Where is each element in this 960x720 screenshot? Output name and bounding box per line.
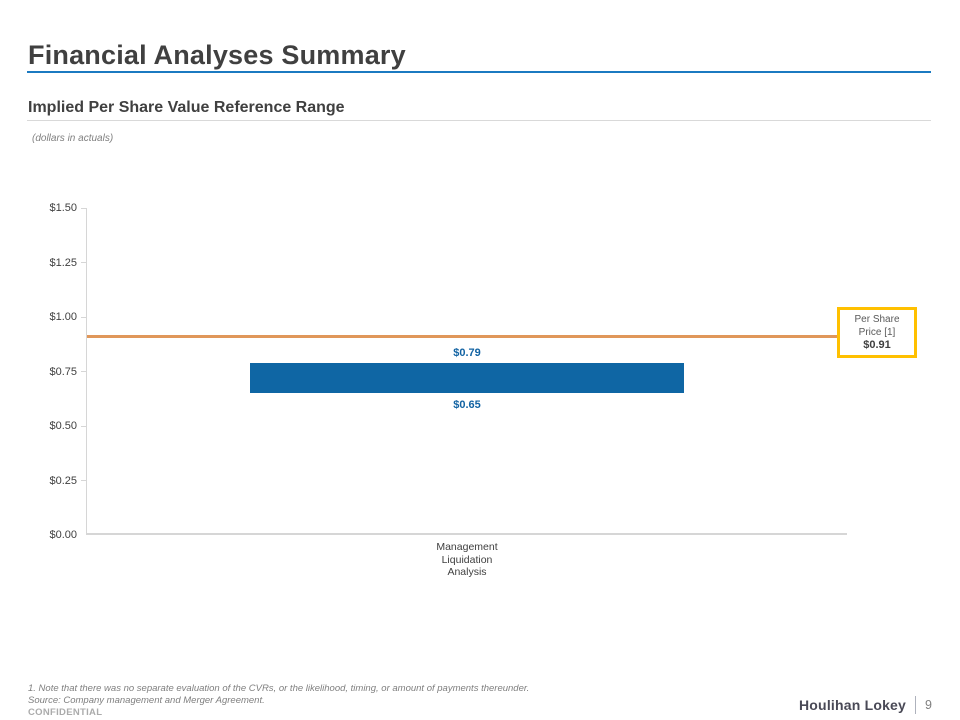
brand-block: Houlihan Lokey 9 — [799, 696, 932, 714]
y-axis-tick-mark — [81, 426, 87, 427]
y-axis-tick-label: $0.50 — [49, 420, 77, 432]
category-label-line: Liquidation — [441, 553, 493, 566]
y-axis-tick-label: $0.25 — [49, 475, 77, 487]
y-axis-tick-label: $1.00 — [49, 311, 77, 323]
units-note: (dollars in actuals) — [32, 133, 114, 144]
x-axis-category-label: Management Liquidation Analysis — [250, 541, 684, 579]
per-share-price-reference-line — [87, 335, 837, 338]
range-bar — [250, 363, 684, 393]
brand-divider — [915, 696, 917, 714]
callout-label-line: Price [1] — [858, 326, 896, 338]
y-axis-tick-mark — [81, 208, 87, 209]
chart-title: Implied Per Share Value Reference Range — [28, 99, 345, 116]
page-number: 9 — [925, 698, 932, 712]
confidential-label: CONFIDENTIAL — [28, 707, 103, 718]
brand-logo-text: Houlihan Lokey — [799, 697, 907, 713]
category-label-line: Analysis — [447, 566, 487, 578]
callout-value: $0.91 — [863, 339, 891, 351]
footnote: 1. Note that there was no separate evalu… — [28, 683, 530, 694]
title-accent-rule — [27, 71, 931, 73]
y-axis-tick-label: $0.75 — [49, 366, 77, 378]
callout-label-line: Per Share — [854, 314, 900, 325]
source-note: Source: Company management and Merger Ag… — [28, 695, 265, 706]
bar-high-value-label: $0.79 — [453, 347, 481, 359]
y-axis-tick-mark — [81, 262, 87, 263]
per-share-price-callout: Per Share Price [1] $0.91 — [837, 307, 917, 358]
y-axis-tick-mark — [81, 480, 87, 481]
bar-low-value-label: $0.65 — [453, 399, 481, 411]
y-axis-tick-label: $1.50 — [49, 202, 77, 214]
category-label-line: Management — [436, 541, 498, 553]
y-axis-tick-mark — [81, 371, 87, 372]
y-axis-tick-mark — [81, 317, 87, 318]
y-axis-tick-label: $0.00 — [49, 529, 77, 541]
y-axis-tick-label: $1.25 — [49, 257, 77, 269]
subtitle-rule — [27, 120, 931, 121]
page-title: Financial Analyses Summary — [28, 40, 406, 70]
